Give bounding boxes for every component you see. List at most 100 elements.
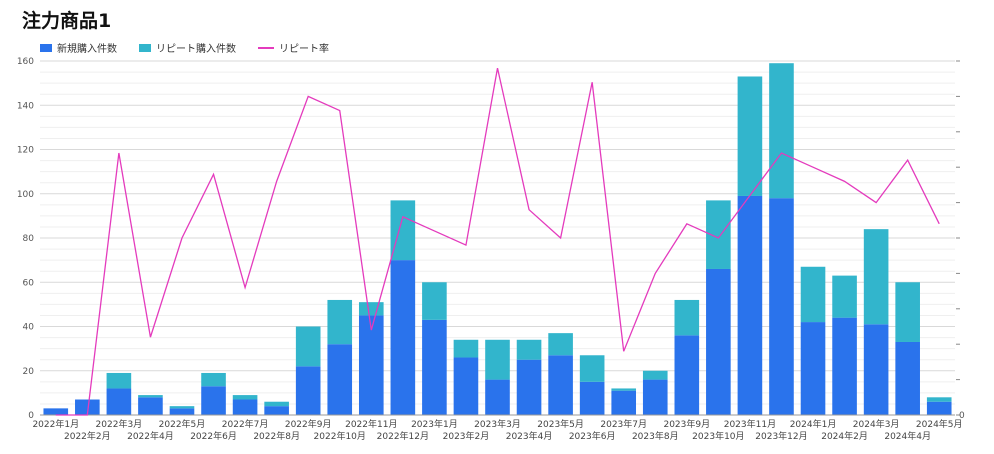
x-tick-label: 2023年12月 — [755, 430, 807, 442]
y-tick-label: 80 — [23, 234, 35, 244]
bar-repeat — [832, 275, 857, 318]
bar-repeat — [926, 397, 952, 402]
x-tick-label: 2023年8月 — [632, 430, 679, 442]
bar-new — [895, 341, 920, 415]
bar-new — [201, 386, 226, 415]
bar-repeat — [895, 282, 920, 342]
x-tick-label: 2022年9月 — [285, 418, 332, 430]
legend-swatch-rate — [258, 46, 274, 49]
bar-repeat — [769, 63, 794, 199]
x-tick-label: 2024年3月 — [853, 418, 900, 430]
bar-repeat — [863, 229, 889, 325]
bar-repeat — [737, 76, 763, 196]
legend: 新規購入件数 リピート購入件数 リピート率 — [40, 40, 351, 55]
bar-new — [674, 335, 700, 415]
bar-new — [390, 260, 416, 415]
bar-new — [358, 315, 384, 415]
bar-new — [579, 381, 605, 415]
y-tick-label: 0 — [28, 411, 34, 421]
y-tick-label: 120 — [17, 146, 34, 156]
x-tick-label: 2022年10月 — [314, 430, 366, 442]
bar-new — [769, 198, 794, 415]
y2-tick-label: 0 — [959, 411, 965, 421]
x-tick-label: 2022年4月 — [127, 430, 174, 442]
x-tick-label: 2022年1月 — [32, 418, 79, 430]
bar-new — [106, 388, 132, 415]
x-tick-label: 2023年7月 — [600, 418, 647, 430]
y-tick-label: 140 — [17, 101, 34, 111]
bar-repeat — [106, 372, 132, 389]
bar-new — [706, 268, 731, 415]
x-tick-label: 2022年2月 — [64, 430, 111, 442]
y-tick-label: 160 — [17, 57, 34, 67]
bar-new — [926, 401, 952, 415]
bar-repeat — [800, 266, 826, 323]
x-tick-label: 2022年7月 — [222, 418, 269, 430]
x-tick-label: 2023年3月 — [474, 418, 521, 430]
bar-repeat — [232, 395, 258, 400]
bar-new — [516, 359, 542, 415]
bar-repeat — [295, 326, 321, 367]
bar-new — [832, 317, 857, 415]
x-tick-label: 2022年11月 — [345, 418, 397, 430]
x-tick-label: 2023年10月 — [692, 430, 744, 442]
legend-swatch-new — [40, 43, 52, 52]
bar-repeat — [548, 333, 573, 356]
y-tick-label: 100 — [17, 190, 34, 200]
x-tick-label: 2023年11月 — [724, 418, 776, 430]
bar-repeat — [358, 302, 384, 316]
legend-item-rate[interactable]: リピート率 — [258, 40, 329, 55]
x-tick-label: 2023年6月 — [569, 430, 616, 442]
legend-label-repeat: リピート購入件数 — [156, 44, 236, 55]
x-tick-label: 2022年6月 — [190, 430, 237, 442]
bar-new — [453, 357, 479, 415]
bar-new — [75, 399, 100, 415]
x-tick-label: 2023年2月 — [443, 430, 490, 442]
bar-repeat — [138, 395, 163, 398]
x-tick-label: 2022年12月 — [377, 430, 429, 442]
bar-repeat — [169, 406, 195, 409]
bar-new — [264, 406, 289, 415]
bar-new — [485, 379, 510, 415]
x-tick-label: 2022年3月 — [96, 418, 143, 430]
x-tick-label: 2024年2月 — [821, 430, 868, 442]
x-tick-label: 2023年9月 — [663, 418, 710, 430]
legend-item-repeat[interactable]: リピート購入件数 — [139, 40, 236, 55]
bar-new — [295, 366, 321, 415]
bar-repeat — [453, 339, 479, 358]
bar-new — [642, 379, 668, 415]
y-tick-label: 40 — [23, 323, 35, 333]
bar-repeat — [201, 372, 226, 387]
bar-repeat — [390, 200, 416, 261]
bar-new — [169, 408, 195, 415]
x-tick-label: 2024年5月 — [916, 418, 963, 430]
x-tick-label: 2023年4月 — [506, 430, 553, 442]
x-tick-label: 2024年4月 — [884, 430, 931, 442]
page-title: 注力商品1 — [22, 10, 112, 32]
bar-repeat — [642, 370, 668, 380]
bar-repeat — [327, 299, 353, 345]
legend-label-rate: リピート率 — [279, 44, 329, 55]
x-tick-label: 2023年5月 — [537, 418, 584, 430]
bar-new — [422, 319, 447, 415]
bar-new — [43, 408, 69, 415]
x-tick-label: 2022年8月 — [253, 430, 300, 442]
legend-swatch-repeat — [139, 43, 151, 52]
bar-repeat — [264, 401, 289, 407]
y-tick-label: 20 — [23, 367, 35, 377]
bar-new — [800, 322, 826, 415]
x-tick-label: 2022年5月 — [159, 418, 206, 430]
legend-item-new[interactable]: 新規購入件数 — [40, 40, 117, 55]
bar-new — [548, 355, 573, 415]
bar-repeat — [579, 355, 605, 382]
bar-repeat — [611, 388, 637, 391]
x-tick-label: 2024年1月 — [790, 418, 837, 430]
bar-repeat — [516, 339, 542, 360]
bar-new — [863, 324, 889, 415]
legend-label-new: 新規購入件数 — [57, 44, 117, 55]
bar-repeat — [674, 299, 700, 336]
y-tick-label: 60 — [23, 278, 35, 288]
line-repeat-rate — [55, 67, 940, 416]
